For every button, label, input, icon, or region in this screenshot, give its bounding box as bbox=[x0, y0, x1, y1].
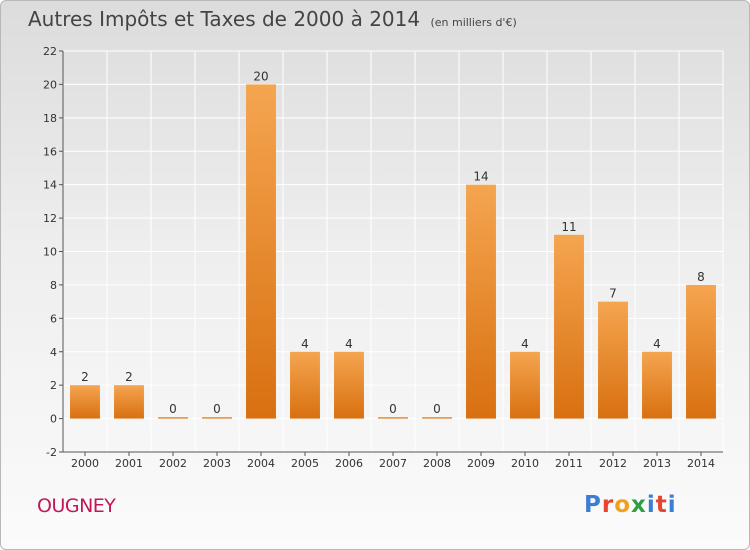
x-tick-label: 2005 bbox=[291, 457, 319, 470]
bar-value-label: 14 bbox=[473, 170, 488, 184]
y-tick-label: 12 bbox=[43, 212, 57, 225]
x-tick-label: 2012 bbox=[599, 457, 627, 470]
y-tick-label: 14 bbox=[43, 179, 57, 192]
logo-letter: x bbox=[631, 492, 647, 518]
logo-letter: t bbox=[655, 492, 668, 518]
bar-value-label: 0 bbox=[389, 402, 397, 416]
bar bbox=[378, 417, 408, 419]
bar-value-label: 20 bbox=[253, 69, 268, 83]
x-tick-label: 2009 bbox=[467, 457, 495, 470]
bar bbox=[422, 417, 452, 419]
bar bbox=[598, 301, 628, 419]
chart-subtitle: (en milliers d'€) bbox=[430, 16, 517, 29]
y-tick-label: 20 bbox=[43, 78, 57, 91]
logo-letter: o bbox=[614, 492, 632, 518]
x-tick-label: 2010 bbox=[511, 457, 539, 470]
y-tick-label: 8 bbox=[50, 279, 57, 292]
bar bbox=[686, 284, 716, 419]
bar bbox=[554, 234, 584, 419]
bar bbox=[290, 351, 320, 419]
logo-letter: i bbox=[646, 492, 656, 518]
proxiti-logo[interactable]: Proxiti bbox=[584, 492, 677, 518]
y-tick-label: 10 bbox=[43, 246, 57, 259]
x-tick-label: 2004 bbox=[247, 457, 275, 470]
y-tick-label: 0 bbox=[50, 413, 57, 426]
bar bbox=[246, 84, 276, 419]
bar-value-label: 4 bbox=[521, 337, 529, 351]
logo-letter: P bbox=[584, 492, 602, 518]
x-tick-label: 2002 bbox=[159, 457, 187, 470]
y-tick-label: 22 bbox=[43, 45, 57, 58]
x-tick-label: 2001 bbox=[115, 457, 143, 470]
logo-letter: i bbox=[667, 492, 677, 518]
bar-value-label: 0 bbox=[213, 402, 221, 416]
x-tick-label: 2007 bbox=[379, 457, 407, 470]
bar-value-label: 11 bbox=[561, 220, 576, 234]
bar-value-label: 4 bbox=[301, 337, 309, 351]
logo-letter: r bbox=[601, 492, 615, 518]
y-tick-label: 2 bbox=[50, 379, 57, 392]
y-tick-label: 6 bbox=[50, 312, 57, 325]
bar-value-label: 0 bbox=[169, 402, 177, 416]
x-tick-label: 2006 bbox=[335, 457, 363, 470]
bar bbox=[114, 385, 144, 419]
x-tick-label: 2003 bbox=[203, 457, 231, 470]
bar bbox=[158, 417, 188, 419]
bar-value-label: 0 bbox=[433, 402, 441, 416]
x-tick-label: 2013 bbox=[643, 457, 671, 470]
bar-value-label: 7 bbox=[609, 287, 617, 301]
logo-letters: Proxiti bbox=[584, 492, 677, 518]
labels: 2 2000 2 2001 0 2002 0 2003 20 2004 4 2005 4 2006 0 200… bbox=[71, 69, 715, 470]
bar bbox=[510, 351, 540, 419]
chart-title: Autres Impôts et Taxes de 2000 à 2014 (e… bbox=[28, 7, 517, 31]
bar bbox=[202, 417, 232, 419]
x-tick-label: 2008 bbox=[423, 457, 451, 470]
bar bbox=[334, 351, 364, 419]
bar-value-label: 8 bbox=[697, 270, 705, 284]
y-tick-label: 18 bbox=[43, 112, 57, 125]
bar-value-label: 2 bbox=[125, 370, 133, 384]
bar-value-label: 4 bbox=[345, 337, 353, 351]
x-tick-label: 2000 bbox=[71, 457, 99, 470]
bar-value-label: 2 bbox=[81, 370, 89, 384]
bars bbox=[70, 84, 716, 419]
place-name: OUGNEY bbox=[37, 495, 116, 517]
y-tick-label: 4 bbox=[50, 346, 57, 359]
x-tick-label: 2014 bbox=[687, 457, 715, 470]
chart-title-text: Autres Impôts et Taxes de 2000 à 2014 bbox=[28, 7, 421, 31]
x-tick-label: 2011 bbox=[555, 457, 583, 470]
y-tick-label: -2 bbox=[46, 446, 57, 459]
bar-value-label: 4 bbox=[653, 337, 661, 351]
y-tick-label: 16 bbox=[43, 145, 57, 158]
bar bbox=[466, 184, 496, 419]
bar bbox=[70, 385, 100, 419]
bar bbox=[642, 351, 672, 419]
